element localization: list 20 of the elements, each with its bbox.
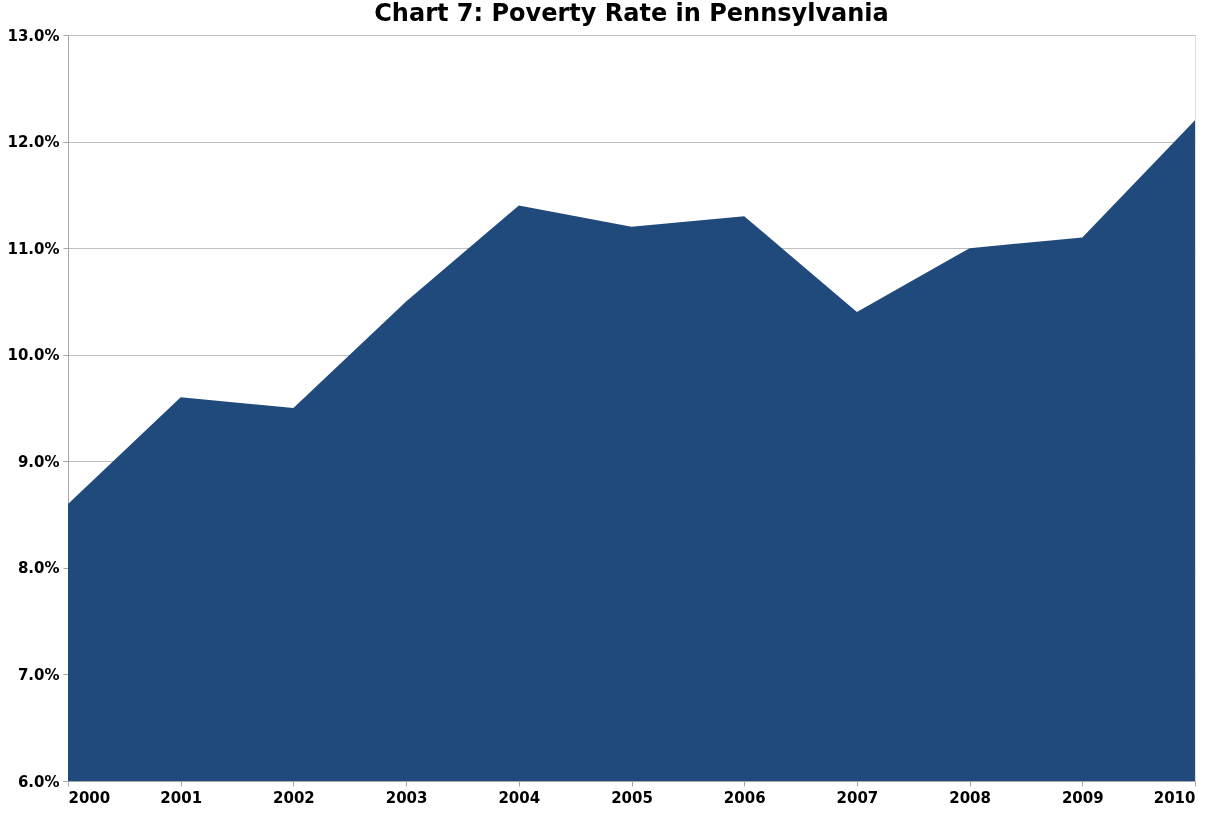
y-tick-label: 6.0%	[17, 772, 60, 791]
x-tick-label: 2004	[498, 788, 541, 807]
x-tick-label: 2006	[723, 788, 766, 807]
y-tick-label: 7.0%	[17, 665, 60, 684]
y-tick-label: 9.0%	[17, 452, 60, 471]
y-tick-label: 12.0%	[7, 133, 60, 152]
x-tick-label: 2007	[836, 788, 879, 807]
y-tick-label: 11.0%	[7, 239, 60, 258]
x-tick-label: 2003	[385, 788, 428, 807]
x-tick-label: 2000	[68, 788, 111, 807]
y-tick-label: 8.0%	[17, 559, 60, 578]
x-tick-label: 2001	[160, 788, 203, 807]
x-tick-label: 2008	[949, 788, 991, 807]
x-tick-label: 2005	[611, 788, 653, 807]
y-tick-label: 10.0%	[7, 346, 60, 365]
x-tick-label: 2009	[1061, 788, 1104, 807]
y-tick-label: 13.0%	[7, 26, 60, 45]
x-tick-label: 2010	[1153, 788, 1196, 807]
chart-title: Chart 7: Poverty Rate in Pennsylvania	[374, 0, 889, 27]
x-tick-label: 2002	[273, 788, 315, 807]
